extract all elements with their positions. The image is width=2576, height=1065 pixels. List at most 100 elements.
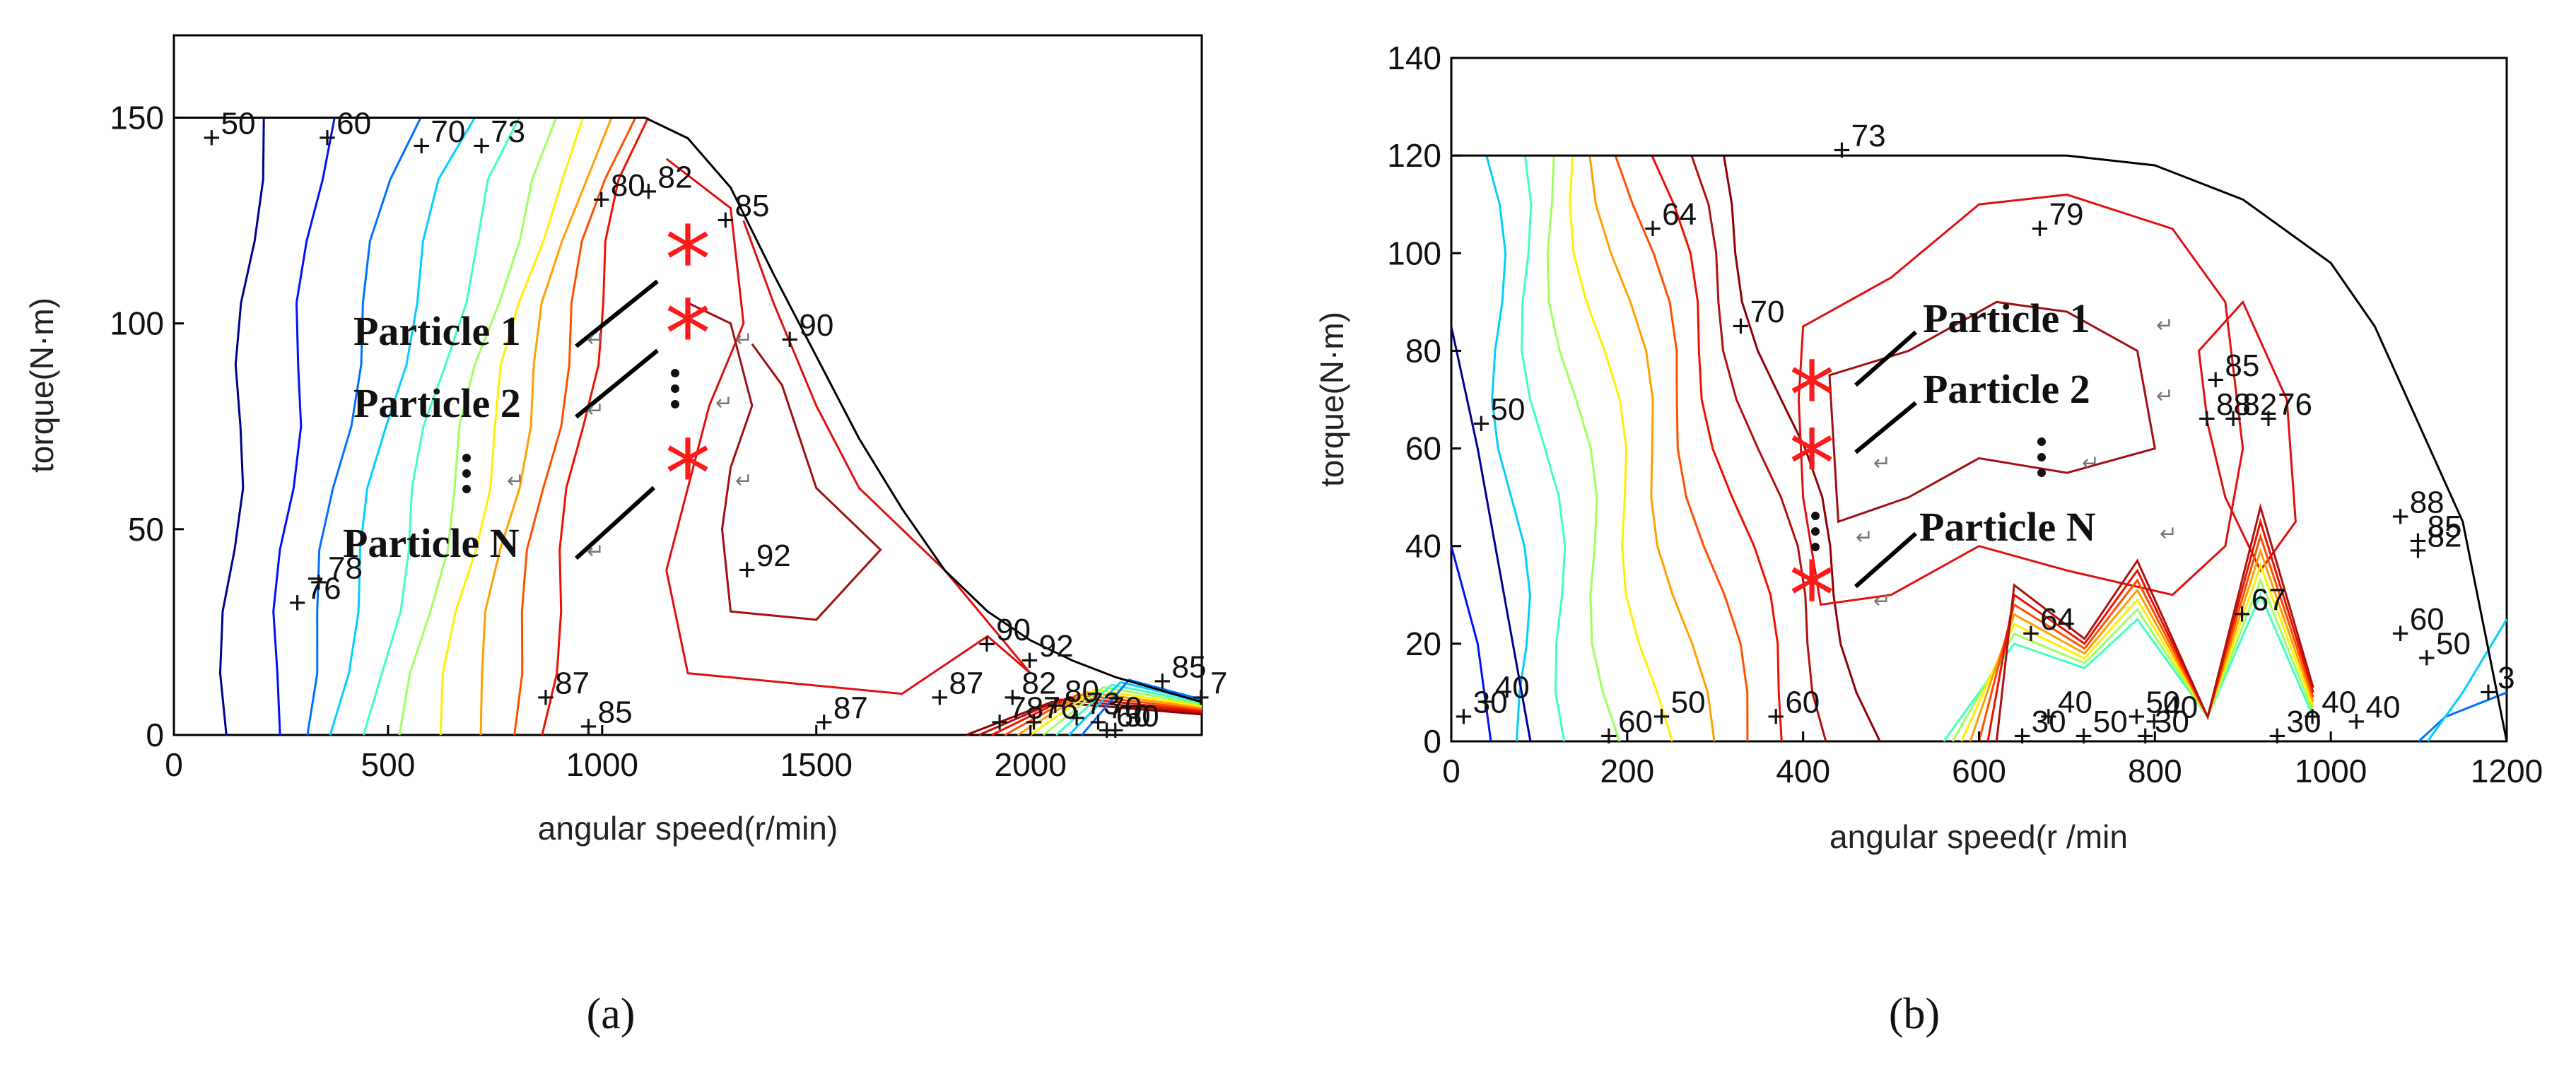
contour-label: 78 <box>1009 691 1043 726</box>
contour-label: 60 <box>1116 699 1151 734</box>
ellipsis-dot <box>462 454 471 462</box>
y-tick-label: 80 <box>1405 332 1441 369</box>
contour-label: 87 <box>555 666 590 701</box>
contour-line <box>272 117 336 736</box>
panel-b: 0 200 400 600 800 1000 1200 0 20 40 60 80 100 120 140 +… <box>1313 40 2543 855</box>
contour-label: 85 <box>598 695 633 729</box>
contour-marker: + <box>1732 309 1750 343</box>
x-tick-label: 800 <box>2128 753 2182 789</box>
particle-label: Particle 1 <box>1923 295 2090 341</box>
particle-label: Particle N <box>343 520 520 566</box>
contour-marker: + <box>318 121 336 155</box>
contour-label: 30 <box>1473 685 1508 719</box>
return-glyph: ↵ <box>735 469 753 493</box>
contour-label: 60 <box>2410 602 2445 637</box>
contour-marker: + <box>717 203 735 237</box>
contour-line <box>541 117 650 736</box>
contour-marker: + <box>592 182 611 217</box>
x-tick-label: 0 <box>1442 753 1460 789</box>
x-tick-label: 2000 <box>994 746 1066 783</box>
contour-line <box>218 117 265 736</box>
contour-line <box>1569 155 1673 742</box>
contour-marker: + <box>2347 704 2365 739</box>
contour-line <box>1828 300 2157 524</box>
contour-line <box>439 117 584 736</box>
contour-marker: + <box>2391 499 2410 534</box>
contour-line <box>665 158 1031 695</box>
boundary-line <box>174 116 1202 703</box>
ellipsis-dot <box>1811 543 1820 551</box>
contour-line <box>1029 688 1202 736</box>
return-glyph: ↵ <box>2160 522 2177 546</box>
contour-marker: + <box>1192 681 1210 715</box>
contour-label: 30 <box>2155 705 2189 739</box>
contour-label: 73 <box>491 114 525 149</box>
contour-label: 60 <box>1785 685 1820 719</box>
contour-marker: + <box>1106 713 1125 748</box>
y-tick-label: 40 <box>1405 528 1441 565</box>
ellipsis-dot <box>671 400 679 408</box>
x-tick-label: 400 <box>1776 753 1830 789</box>
y-tick-label: 100 <box>1387 235 1441 271</box>
contour-label: 40 <box>2365 690 2400 724</box>
contour-line <box>687 302 882 621</box>
contour-marker: + <box>815 705 833 740</box>
contour-label: 87 <box>949 666 983 701</box>
contour-label: 64 <box>2040 602 2075 637</box>
x-tick-label: 0 <box>165 746 183 783</box>
caption-b: (b) <box>1889 990 1940 1038</box>
contour-marker: + <box>990 705 1009 740</box>
return-glyph: ↵ <box>587 398 604 423</box>
panel-a-contours <box>218 117 1202 736</box>
contour-label: 82 <box>657 160 692 194</box>
contour-marker: + <box>2259 401 2278 436</box>
contour-marker: + <box>1021 643 1039 678</box>
contour-line <box>1450 546 1492 742</box>
x-tick-label: 1200 <box>2471 753 2543 789</box>
contour-label: 80 <box>611 168 645 203</box>
particle-leader <box>575 348 659 419</box>
contour-label: 70 <box>1750 295 1785 329</box>
contour-line <box>1614 155 1749 742</box>
contour-marker: + <box>1455 699 1473 734</box>
panel-b-contours <box>1450 155 2508 743</box>
contour-label: 50 <box>2145 685 2180 719</box>
contour-label: 30 <box>2032 705 2066 739</box>
contour-label: 40 <box>2163 690 2198 724</box>
return-glyph: ↵ <box>2082 451 2100 476</box>
contour-label: 80 <box>1065 674 1099 709</box>
contour-label: 60 <box>336 107 371 141</box>
contour-line <box>1042 686 1202 736</box>
contour-line <box>479 117 613 736</box>
particle-leader <box>574 486 656 560</box>
contour-marker: + <box>2303 699 2322 734</box>
contour-line <box>1978 532 2314 742</box>
contour-marker: + <box>1600 719 1618 753</box>
particle-leader <box>1854 531 1917 589</box>
return-glyph: ↵ <box>1856 525 1873 550</box>
y-tick-label: 150 <box>110 99 164 136</box>
contour-line <box>1960 562 2314 742</box>
contour-label: 78 <box>328 551 363 586</box>
panel-a-frame <box>172 34 1203 736</box>
contour-label: 60 <box>1618 705 1653 739</box>
contour-marker: + <box>1098 713 1116 748</box>
contour-line <box>2426 618 2508 742</box>
y-tick-label: 20 <box>1405 625 1441 662</box>
contour-label: 40 <box>1495 671 1530 705</box>
contour-label: 92 <box>1039 629 1074 664</box>
return-glyph: ↵ <box>1873 451 1891 476</box>
contour-label: 70 <box>431 114 465 149</box>
y-tick-label: 0 <box>146 717 164 753</box>
contour-marker: + <box>2145 704 2163 739</box>
contour-label: 79 <box>2049 197 2084 232</box>
contour-label: 40 <box>2058 685 2092 719</box>
contour-marker: + <box>2136 719 2155 753</box>
contour-marker: + <box>203 121 221 155</box>
particle-label: Particle 2 <box>1923 366 2090 412</box>
contour-line <box>2197 300 2297 573</box>
particle-label: Particle N <box>1919 504 2096 550</box>
return-glyph: ↵ <box>587 539 604 564</box>
